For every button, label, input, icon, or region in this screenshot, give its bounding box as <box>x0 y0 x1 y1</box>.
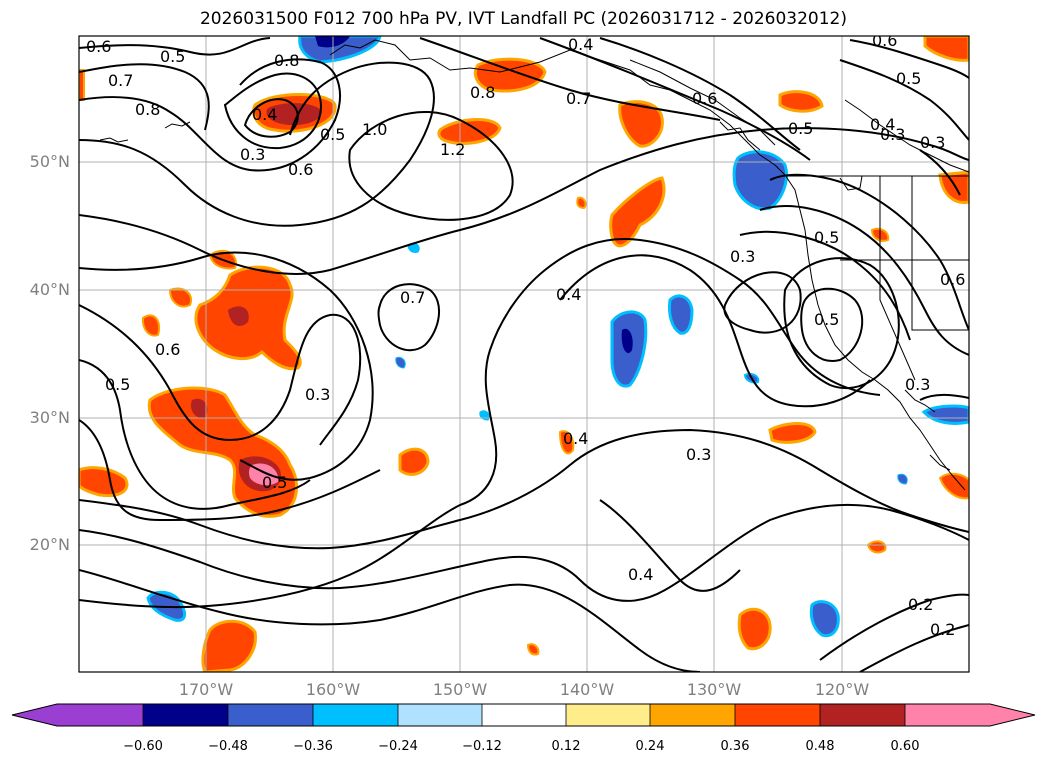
contour-label: 0.4 <box>563 429 588 448</box>
contour-label: 0.7 <box>108 71 133 90</box>
lon-label: 170°W <box>178 680 234 699</box>
pv-shading <box>79 36 969 672</box>
contour-label: 0.4 <box>556 285 581 304</box>
contour-label: 0.4 <box>568 35 593 54</box>
pv-contours <box>79 37 969 672</box>
positive-pv-regions <box>79 36 969 672</box>
lon-label: 150°W <box>432 680 488 699</box>
contour-label: 0.4 <box>628 565 653 584</box>
colorbar-tick: 0.48 <box>805 739 835 754</box>
contour-label: 0.6 <box>288 160 313 179</box>
lon-label: 160°W <box>305 680 361 699</box>
colorbar-extend-low <box>12 704 57 726</box>
contour-label: 0.4 <box>870 115 895 134</box>
colorbar-segment <box>313 704 398 726</box>
colorbar-tick: 0.60 <box>890 739 920 754</box>
colorbar-segment <box>650 704 735 726</box>
colorbar-tick: −0.60 <box>123 739 163 754</box>
contour-label: 0.5 <box>262 473 287 492</box>
colorbar-tick: −0.24 <box>378 739 418 754</box>
contour-label: 0.6 <box>940 270 965 289</box>
colorbar-segment <box>228 704 313 726</box>
negative-pv-regions <box>146 36 969 638</box>
map-background <box>79 36 969 672</box>
contour-label: 0.3 <box>240 145 265 164</box>
contour-label: 1.0 <box>362 120 387 139</box>
lon-label: 130°W <box>686 680 742 699</box>
colorbar-segment <box>482 704 566 726</box>
contour-label: 0.5 <box>896 69 921 88</box>
colorbar-segment <box>566 704 650 726</box>
contour-label: 0.7 <box>566 89 591 108</box>
colorbar-tick: −0.48 <box>208 739 248 754</box>
colorbar <box>11 703 1036 727</box>
contour-label: 0.3 <box>880 125 905 144</box>
contour-label: 0.8 <box>470 83 495 102</box>
contour-label: 0.5 <box>320 125 345 144</box>
contour-label: 0.8 <box>274 51 299 70</box>
contour-label: 0.6 <box>872 31 897 50</box>
lat-label: 30°N <box>29 408 70 427</box>
contour-label: 0.2 <box>908 595 933 614</box>
colorbar-tick: 0.24 <box>635 739 665 754</box>
contour-label: 0.2 <box>930 620 955 639</box>
contour-label: 0.3 <box>905 375 930 394</box>
contour-labels: 0.6 0.5 0.8 0.4 0.6 0.7 0.8 0.7 0.5 0.4 … <box>86 31 965 639</box>
lat-label: 50°N <box>29 152 70 171</box>
colorbar-tick: 0.36 <box>720 739 750 754</box>
colorbar-segment <box>57 704 143 726</box>
contour-label: 0.6 <box>155 340 180 359</box>
lon-label: 120°W <box>814 680 870 699</box>
lat-label: 20°N <box>29 535 70 554</box>
contour-label: 0.6 <box>86 37 111 56</box>
contour-label: 0.8 <box>135 100 160 119</box>
colorbar-tick: −0.12 <box>462 739 502 754</box>
colorbar-segment <box>143 704 228 726</box>
contour-label: 0.3 <box>730 247 755 266</box>
colorbar-outline <box>11 703 1036 727</box>
contour-label: 0.3 <box>920 133 945 152</box>
colorbar-segment <box>905 704 990 726</box>
contour-label: 0.3 <box>305 385 330 404</box>
colorbar-segment <box>398 704 482 726</box>
figure-title: 2026031500 F012 700 hPa PV, IVT Landfall… <box>199 9 847 29</box>
contour-label: 1.2 <box>440 140 465 159</box>
contour-label: 0.7 <box>400 288 425 307</box>
colorbar-tick: −0.36 <box>293 739 333 754</box>
lon-label: 140°W <box>559 680 615 699</box>
colorbar-tick: 0.12 <box>551 739 581 754</box>
contour-label: 0.5 <box>105 375 130 394</box>
colorbar-extend-high <box>990 704 1035 726</box>
contour-label: 0.4 <box>252 105 277 124</box>
contour-label: 0.5 <box>788 119 813 138</box>
contour-label: 0.5 <box>160 47 185 66</box>
contour-label: 0.5 <box>814 310 839 329</box>
map-frame <box>78 35 970 673</box>
contour-label: 0.5 <box>814 228 839 247</box>
contour-label: 0.6 <box>692 89 717 108</box>
colorbar-segment <box>735 704 820 726</box>
lat-label: 40°N <box>29 280 70 299</box>
colorbar-segment <box>820 704 905 726</box>
contour-label: 0.3 <box>686 445 711 464</box>
